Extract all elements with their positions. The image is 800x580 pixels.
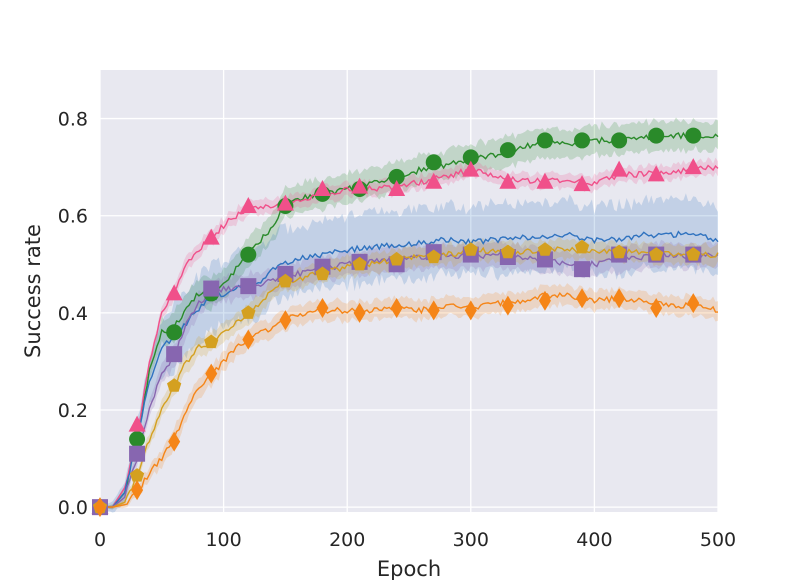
orange-diamond-marker bbox=[427, 300, 440, 321]
orange-diamond-marker bbox=[687, 293, 700, 314]
pink-triangle-marker bbox=[165, 284, 183, 301]
green-circle-marker bbox=[166, 324, 183, 341]
gold-pentagon-marker bbox=[463, 242, 478, 256]
gold-pentagon-marker bbox=[241, 305, 256, 319]
y-tick-label: 0.8 bbox=[58, 109, 88, 131]
x-axis-title: Epoch bbox=[377, 557, 441, 580]
green-circle-marker bbox=[611, 132, 628, 149]
y-tick-label: 0.2 bbox=[58, 400, 88, 422]
green-circle-marker bbox=[536, 132, 553, 149]
green-circle-marker bbox=[425, 154, 442, 171]
gold-pentagon-marker bbox=[426, 249, 441, 264]
orange-diamond-marker bbox=[279, 310, 292, 331]
orange-diamond-marker bbox=[205, 363, 218, 384]
purple-square-band bbox=[100, 238, 718, 509]
gold-pentagon-marker bbox=[537, 242, 553, 256]
pink-triangle-marker bbox=[499, 172, 517, 189]
pink-triangle-marker bbox=[276, 194, 294, 211]
orange-diamond-marker bbox=[242, 329, 255, 350]
green-circle-marker bbox=[462, 149, 479, 166]
orange-diamond-marker bbox=[650, 298, 663, 318]
green-circle-marker bbox=[388, 168, 405, 185]
orange-diamond-marker bbox=[538, 290, 551, 311]
orange-diamond-marker bbox=[576, 288, 589, 309]
pink-triangle-marker bbox=[388, 180, 406, 196]
y-tick-label: 0.0 bbox=[58, 497, 88, 519]
x-tick-label: 400 bbox=[576, 529, 612, 551]
orange-diamond-marker bbox=[168, 431, 181, 452]
pink-triangle-marker bbox=[351, 177, 369, 194]
x-tick-label: 200 bbox=[329, 529, 365, 551]
y-tick-label: 0.4 bbox=[58, 303, 88, 325]
green-circle-marker bbox=[129, 431, 146, 448]
pink-triangle-marker bbox=[202, 228, 220, 245]
x-tick-label: 500 bbox=[700, 529, 736, 551]
green-circle-marker bbox=[574, 132, 591, 149]
orange-diamond-band bbox=[100, 283, 718, 509]
x-tick-label: 100 bbox=[205, 529, 241, 551]
pink-triangle-marker bbox=[536, 172, 554, 189]
green-circle-marker bbox=[499, 142, 516, 159]
pink-triangle-marker bbox=[239, 197, 257, 213]
pink-triangle-marker bbox=[462, 160, 480, 177]
purple-square-marker bbox=[203, 280, 220, 297]
orange-diamond-marker bbox=[501, 295, 514, 316]
orange-diamond-marker bbox=[390, 298, 403, 318]
pink-triangle-marker bbox=[128, 415, 146, 432]
confidence-bands bbox=[100, 117, 718, 513]
pink-triangle-marker bbox=[610, 160, 628, 177]
purple-square-marker bbox=[240, 278, 257, 295]
gold-pentagon-band bbox=[100, 236, 718, 509]
orange-diamond-marker bbox=[464, 300, 477, 321]
y-axis-title: Success rate bbox=[21, 224, 45, 358]
pink-triangle-marker bbox=[684, 158, 702, 175]
grid-lines bbox=[99, 70, 719, 512]
gold-pentagon-marker bbox=[315, 266, 330, 281]
gold-pentagon-marker bbox=[278, 273, 293, 288]
pink-triangle-marker bbox=[425, 172, 443, 189]
green-circle-marker bbox=[685, 127, 702, 144]
gold-pentagon-marker bbox=[167, 378, 182, 392]
gold-pentagon-marker bbox=[352, 256, 367, 271]
green-circle-marker bbox=[240, 246, 257, 263]
orange-diamond-marker bbox=[316, 298, 329, 318]
series-markers bbox=[91, 127, 702, 518]
orange-diamond-marker bbox=[131, 480, 144, 501]
x-tick-label: 0 bbox=[94, 529, 106, 551]
blue-line bbox=[100, 230, 719, 508]
gold-pentagon-marker bbox=[500, 244, 515, 259]
gold-pentagon-marker bbox=[389, 251, 404, 266]
gold-pentagon-marker bbox=[204, 334, 219, 349]
orange-diamond-marker bbox=[94, 497, 106, 518]
orange-diamond-marker bbox=[613, 288, 626, 309]
blue-band bbox=[100, 193, 718, 513]
pink-triangle-marker bbox=[647, 165, 665, 182]
gold-pentagon-marker bbox=[574, 239, 590, 254]
purple-square-marker bbox=[166, 346, 183, 363]
tick-labels: 0 100 200 300 400 500 0.0 0.2 0.4 0.6 0.8 bbox=[58, 109, 736, 551]
gold-pentagon-marker bbox=[612, 244, 627, 259]
y-tick-label: 0.6 bbox=[58, 206, 88, 228]
gold-pentagon-marker bbox=[686, 247, 701, 261]
green-circle-marker bbox=[648, 127, 665, 144]
purple-square-marker bbox=[574, 261, 591, 278]
purple-square-marker bbox=[129, 445, 146, 462]
pink-triangle-marker bbox=[573, 175, 591, 192]
orange-diamond-marker bbox=[353, 302, 366, 323]
gold-pentagon-marker bbox=[649, 247, 664, 261]
gold-pentagon-marker bbox=[129, 468, 145, 482]
x-tick-label: 300 bbox=[453, 529, 489, 551]
pink-triangle-marker bbox=[313, 180, 331, 196]
